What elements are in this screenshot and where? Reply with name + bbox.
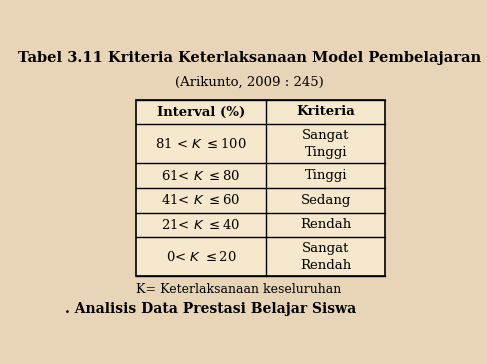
Text: Rendah: Rendah — [300, 218, 351, 231]
Text: Interval (%): Interval (%) — [157, 106, 245, 119]
Text: Sangat
Tinggi: Sangat Tinggi — [302, 129, 349, 159]
Text: 81 < $K$ $\leq$100: 81 < $K$ $\leq$100 — [155, 137, 247, 151]
Text: Tinggi: Tinggi — [304, 169, 347, 182]
Text: K= Keterlaksanaan keseluruhan: K= Keterlaksanaan keseluruhan — [136, 283, 341, 296]
Text: (Arikunto, 2009 : 245): (Arikunto, 2009 : 245) — [175, 76, 324, 89]
Text: 41< $K$ $\leq$60: 41< $K$ $\leq$60 — [162, 193, 241, 207]
Text: Sangat
Rendah: Sangat Rendah — [300, 242, 351, 272]
Text: . Analisis Data Prestasi Belajar Siswa: . Analisis Data Prestasi Belajar Siswa — [65, 301, 356, 316]
Text: Tabel 3.11 Kriteria Keterlaksanaan Model Pembelajaran: Tabel 3.11 Kriteria Keterlaksanaan Model… — [18, 51, 481, 65]
Text: 0< $K$ $\leq$20: 0< $K$ $\leq$20 — [166, 250, 237, 264]
Text: 61< $K$ $\leq$80: 61< $K$ $\leq$80 — [162, 169, 241, 183]
Text: 21< $K$ $\leq$40: 21< $K$ $\leq$40 — [162, 218, 241, 232]
Text: Kriteria: Kriteria — [296, 106, 355, 119]
Text: Sedang: Sedang — [300, 194, 351, 207]
